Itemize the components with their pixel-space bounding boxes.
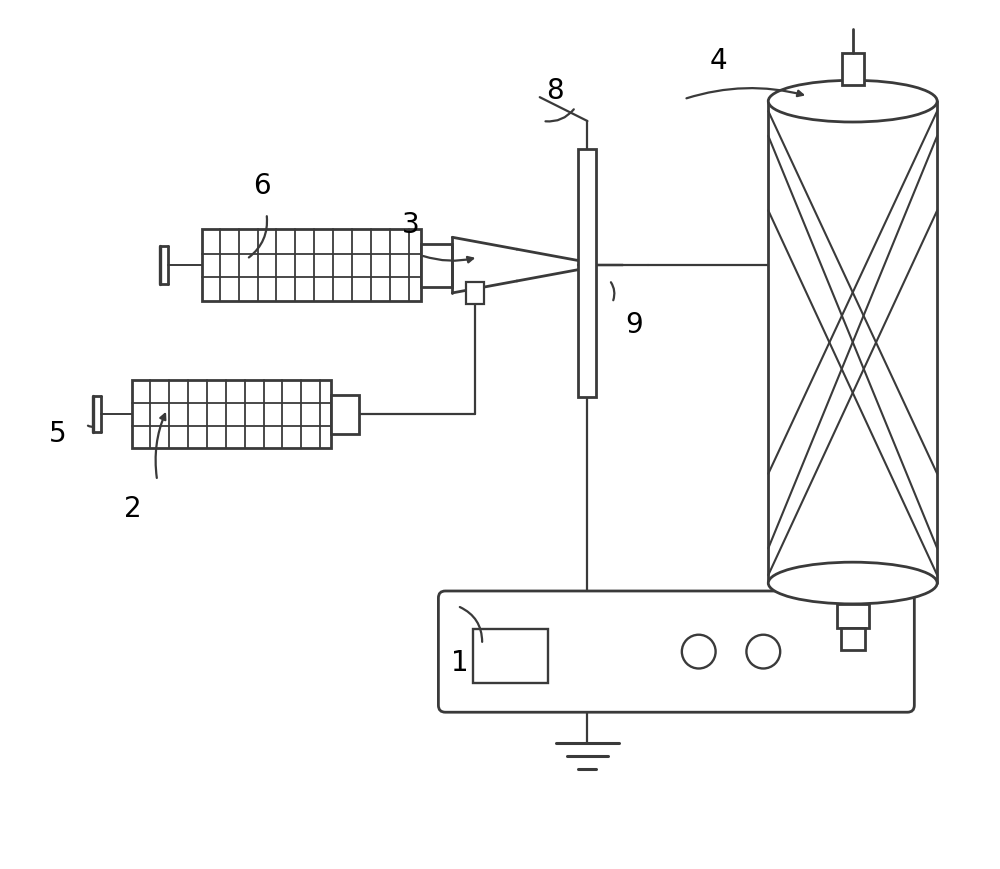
Text: 1: 1 bbox=[451, 648, 469, 677]
Ellipse shape bbox=[768, 562, 937, 604]
FancyBboxPatch shape bbox=[421, 243, 452, 287]
FancyBboxPatch shape bbox=[202, 229, 421, 301]
Text: 2: 2 bbox=[124, 494, 141, 522]
Text: 4: 4 bbox=[710, 48, 727, 76]
FancyBboxPatch shape bbox=[466, 282, 484, 304]
FancyBboxPatch shape bbox=[331, 395, 359, 434]
Circle shape bbox=[682, 634, 716, 668]
Text: 6: 6 bbox=[253, 171, 270, 200]
FancyBboxPatch shape bbox=[841, 627, 865, 650]
FancyBboxPatch shape bbox=[473, 629, 548, 683]
FancyBboxPatch shape bbox=[842, 54, 864, 85]
FancyBboxPatch shape bbox=[837, 604, 869, 627]
FancyBboxPatch shape bbox=[132, 381, 331, 448]
Text: 9: 9 bbox=[625, 311, 643, 339]
FancyBboxPatch shape bbox=[438, 591, 914, 713]
Text: 8: 8 bbox=[546, 77, 563, 105]
Text: 3: 3 bbox=[402, 211, 419, 239]
Bar bbox=[771, 101, 934, 583]
FancyBboxPatch shape bbox=[578, 149, 596, 397]
Text: 5: 5 bbox=[49, 420, 67, 448]
Polygon shape bbox=[454, 239, 516, 291]
Circle shape bbox=[746, 634, 780, 668]
Ellipse shape bbox=[768, 80, 937, 122]
